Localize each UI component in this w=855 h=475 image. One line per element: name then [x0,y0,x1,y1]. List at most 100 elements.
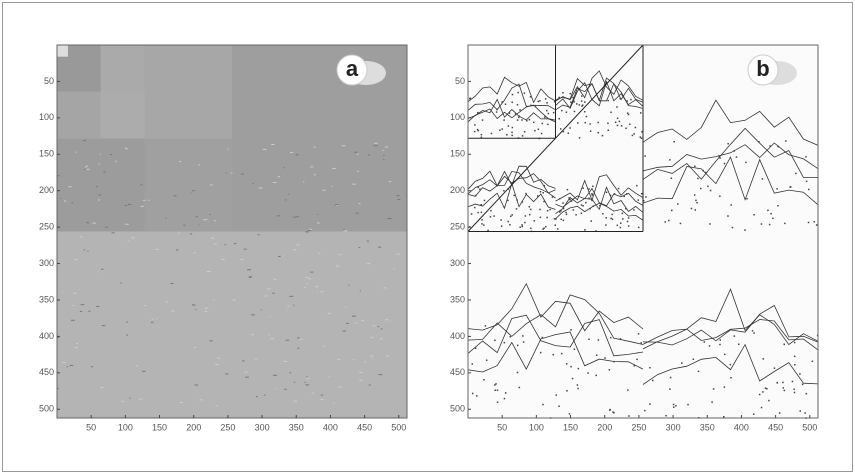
texture [546,102,548,104]
texture [574,348,576,350]
x-tick-label: 450 [357,422,372,432]
texture [709,223,711,225]
texture [577,122,579,124]
texture [474,207,476,209]
texture [805,156,807,158]
texture [368,154,370,155]
texture [698,371,700,373]
y-tick-label: 100 [450,112,465,122]
texture [216,405,218,406]
texture [513,195,515,197]
texture [194,347,196,348]
texture [598,132,600,134]
y-tick-label: 350 [39,294,54,304]
texture [283,167,285,168]
texture [592,194,594,196]
texture [511,132,513,134]
texture [627,221,629,223]
texture [293,401,297,402]
texture [519,227,521,229]
texture [190,233,192,234]
texture [252,183,254,184]
subband [101,45,145,92]
texture [214,244,217,245]
texture [765,387,767,389]
texture [548,113,550,115]
texture [210,340,213,341]
texture [554,218,556,220]
texture [203,219,207,220]
texture [577,384,579,386]
texture [60,198,61,199]
texture [517,345,519,347]
texture [730,204,732,206]
texture [584,229,586,231]
texture [143,200,146,201]
texture [385,147,388,148]
texture [101,269,104,270]
texture [72,202,74,203]
texture [142,371,145,372]
texture [574,111,576,113]
texture [569,127,571,128]
texture [616,106,618,108]
texture [479,189,481,191]
texture [534,220,536,222]
texture [572,378,574,380]
texture [285,199,287,200]
texture [793,389,795,391]
texture [508,125,510,127]
texture [700,188,702,190]
texture [538,101,540,103]
texture [517,104,519,106]
texture [320,291,323,292]
texture [81,304,85,305]
texture [772,218,774,220]
texture [534,130,536,132]
texture [521,226,523,228]
texture [270,316,271,317]
texture [490,210,492,212]
texture [511,102,513,104]
texture [505,103,507,105]
texture [570,93,572,95]
texture [317,291,318,292]
texture [290,152,293,153]
texture [734,150,736,152]
subband [57,92,101,139]
y-tick-label: 450 [450,367,465,377]
texture [680,223,682,225]
texture [634,365,636,367]
texture [335,204,339,205]
texture [671,210,673,212]
texture [481,223,483,225]
texture [516,199,518,201]
texture [806,393,808,395]
texture [304,287,306,288]
texture [695,209,697,211]
texture [503,206,505,208]
texture [628,415,630,417]
texture [644,410,646,412]
texture [205,311,208,312]
texture [378,326,379,327]
texture [314,147,316,148]
texture [268,334,269,335]
texture [746,198,748,200]
texture [472,363,474,365]
texture [584,101,586,103]
texture [360,290,361,291]
texture [523,341,525,343]
texture [67,366,68,367]
subband [57,138,145,231]
texture [565,212,567,214]
texture [475,195,477,197]
texture [205,308,209,309]
texture [562,92,564,94]
texture [736,156,738,158]
texture [530,105,532,107]
texture [476,395,478,397]
x-tick-label: 50 [497,422,507,432]
texture [638,333,640,335]
texture [284,389,287,390]
